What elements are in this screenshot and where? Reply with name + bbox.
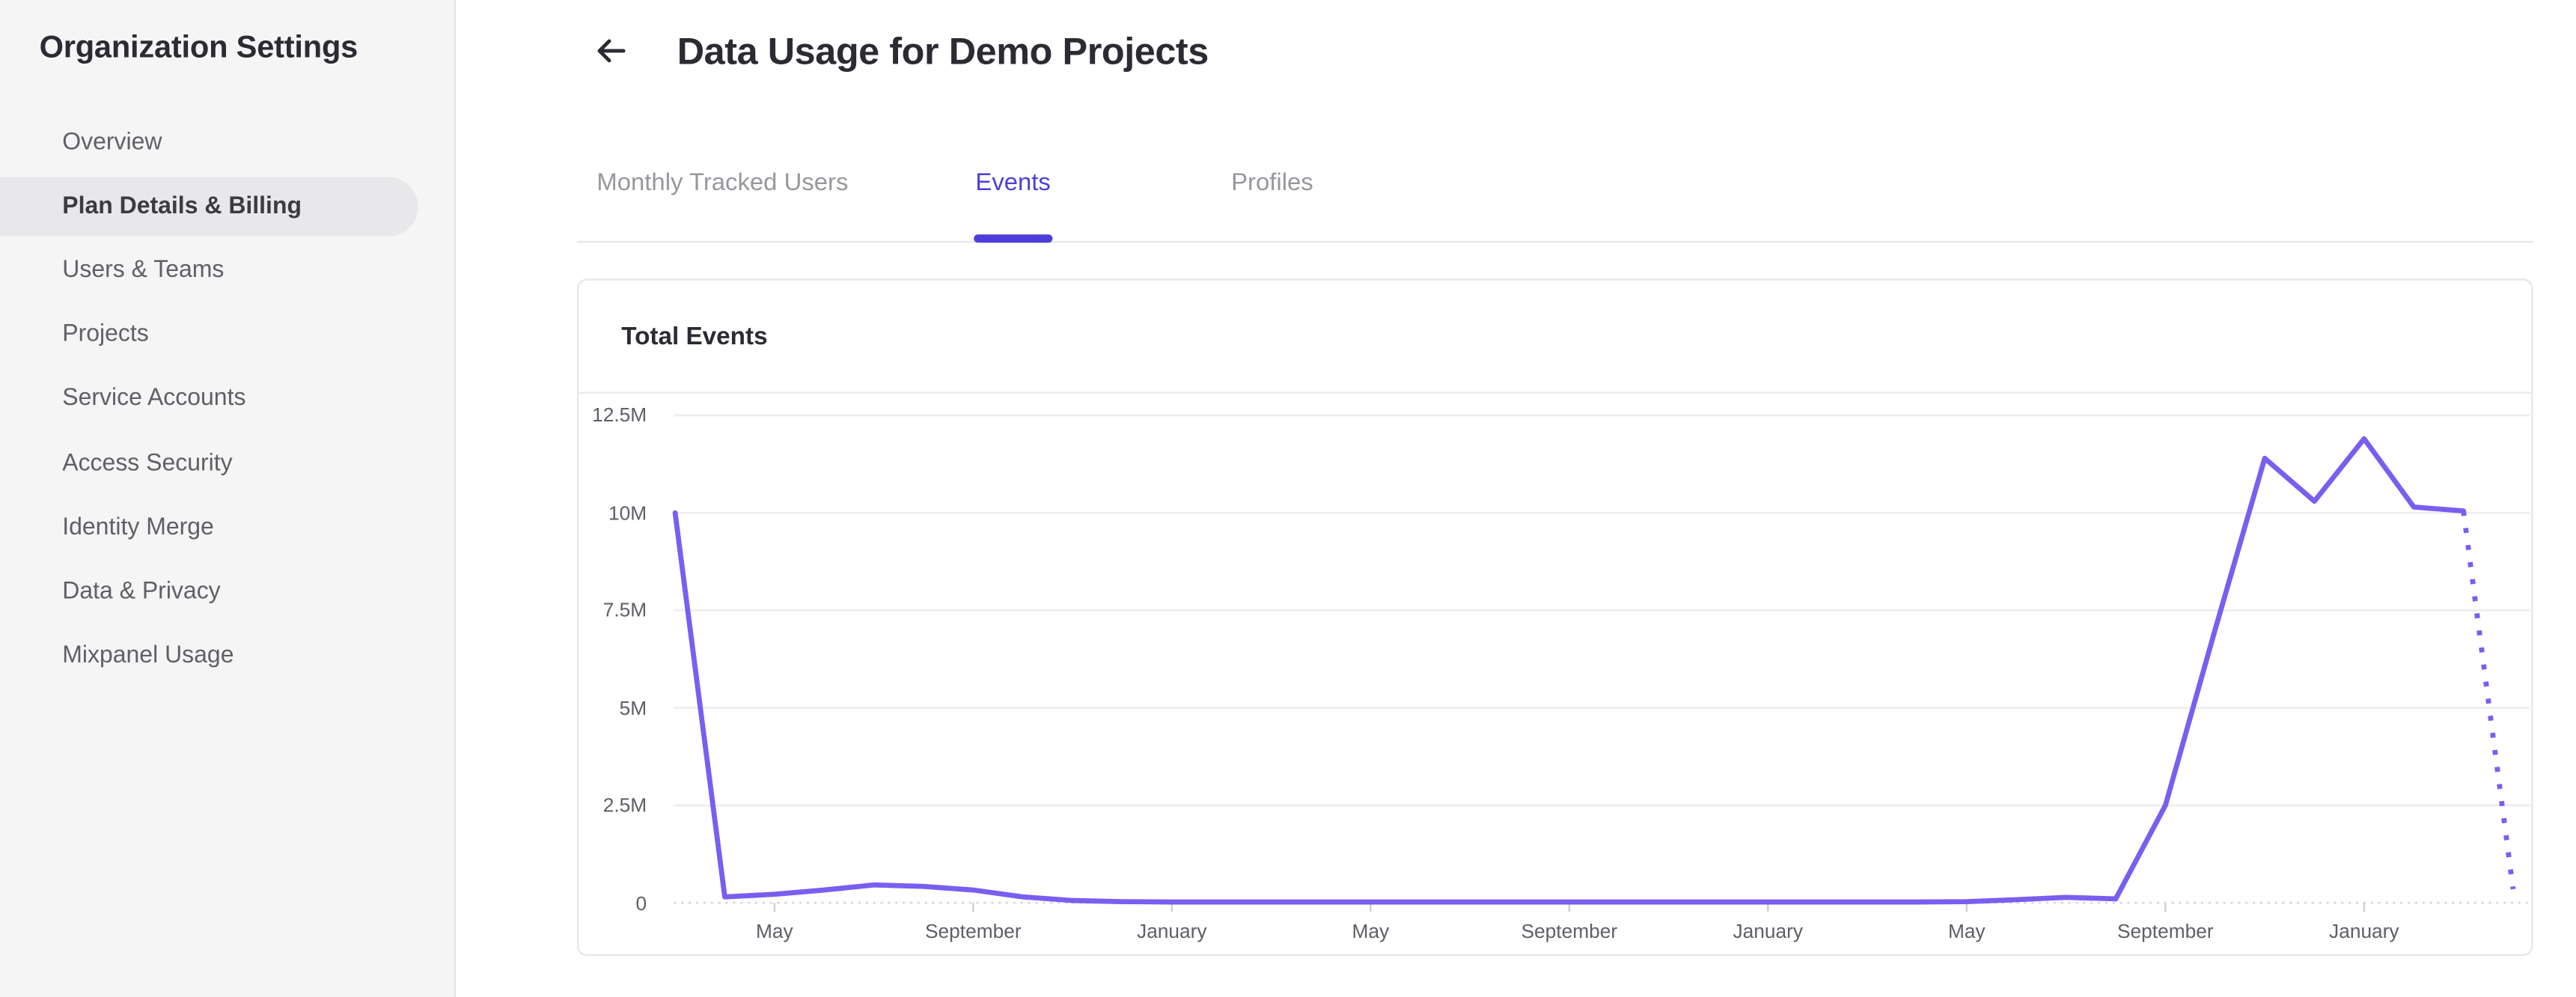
- sidebar-item-service-accounts[interactable]: Service Accounts: [0, 367, 454, 431]
- sidebar-item-label: Mixpanel Usage: [62, 642, 234, 669]
- tab-profiles[interactable]: Profiles: [1231, 168, 1313, 196]
- total-events-line: [672, 436, 2466, 905]
- total-events-card: Total Events 12.5M 10M 7.5M 5M 2.5M 0 May Septe…: [577, 278, 2533, 957]
- sidebar-item-label: Service Accounts: [62, 385, 246, 412]
- total-events-projection-line: [2461, 510, 2516, 890]
- sidebar-item-mixpanel-usage[interactable]: Mixpanel Usage: [0, 624, 454, 689]
- card-header: Total Events: [579, 281, 2532, 394]
- back-button[interactable]: [590, 29, 633, 72]
- x-axis-label: September: [2117, 919, 2214, 943]
- sidebar-item-users-and-teams[interactable]: Users & Teams: [0, 238, 454, 302]
- y-axis-label: 10M: [608, 501, 647, 525]
- y-axis-label: 7.5M: [602, 599, 647, 622]
- x-axis-label: September: [925, 919, 1022, 943]
- sidebar-item-data-and-privacy[interactable]: Data & Privacy: [0, 560, 454, 624]
- x-axis-label: January: [2329, 919, 2399, 943]
- back-arrow-icon: [590, 33, 633, 69]
- sidebar: Organization Settings Overview Plan Detai…: [0, 0, 455, 997]
- sidebar-title: Organization Settings: [39, 31, 358, 66]
- sidebar-item-label: Projects: [62, 321, 149, 348]
- sidebar-item-access-security[interactable]: Access Security: [0, 431, 454, 496]
- x-axis-label: September: [1521, 919, 1618, 943]
- sidebar-item-identity-merge[interactable]: Identity Merge: [0, 496, 454, 560]
- sidebar-item-plan-details-and-billing[interactable]: Plan Details & Billing: [0, 174, 454, 239]
- x-axis-label: May: [1947, 919, 1986, 943]
- page-heading: Data Usage for Demo Projects: [677, 29, 1209, 73]
- sidebar-item-label: Overview: [62, 129, 162, 156]
- x-axis-label: January: [1733, 919, 1804, 943]
- y-axis-label: 12.5M: [592, 403, 647, 427]
- events-chart[interactable]: 12.5M 10M 7.5M 5M 2.5M 0 May September January Ma…: [579, 281, 2531, 954]
- y-axis-label: 0: [635, 891, 647, 915]
- x-axis-label: May: [755, 919, 793, 943]
- tab-events[interactable]: Events: [975, 168, 1051, 196]
- tab-bar: Monthly Tracked Users Events Profiles: [577, 156, 2533, 243]
- tab-monthly-tracked-users[interactable]: Monthly Tracked Users: [596, 168, 849, 196]
- sidebar-item-label: Access Security: [62, 450, 233, 477]
- x-axis-label: May: [1352, 919, 1390, 943]
- chart-title: Total Events: [621, 323, 768, 351]
- x-axis-label: January: [1137, 919, 1207, 943]
- y-axis-label: 5M: [619, 696, 647, 719]
- chart-canvas: [672, 414, 2530, 912]
- page-header: Data Usage for Demo Projects: [0, 0, 2576, 98]
- active-tab-underline: [974, 234, 1053, 243]
- sidebar-item-label: Data & Privacy: [62, 579, 221, 606]
- sidebar-item-label: Users & Teams: [62, 257, 225, 284]
- sidebar-item-overview[interactable]: Overview: [0, 110, 454, 174]
- sidebar-item-label: Plan Details & Billing: [62, 193, 302, 220]
- sidebar-nav: Overview Plan Details & Billing Users & Te…: [0, 110, 454, 689]
- y-axis-label: 2.5M: [602, 793, 647, 817]
- sidebar-item-projects[interactable]: Projects: [0, 302, 454, 367]
- sidebar-item-label: Identity Merge: [62, 514, 214, 541]
- sidebar-item-highlight: [0, 177, 418, 236]
